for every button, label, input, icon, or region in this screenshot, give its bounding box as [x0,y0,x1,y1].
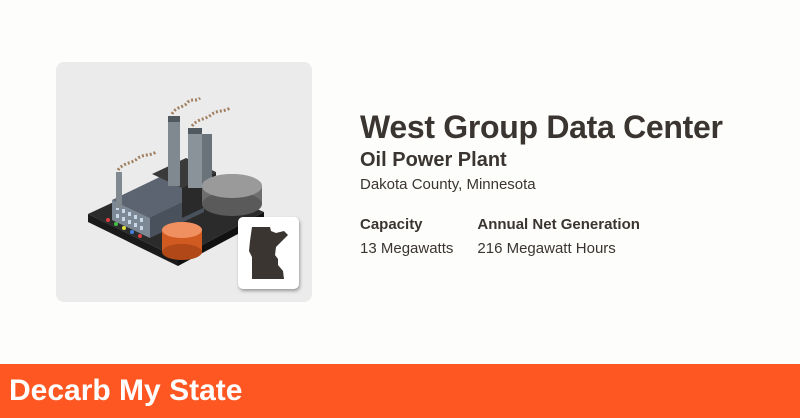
capacity-label: Capacity [360,216,423,233]
generation-value: 216 Megawatt Hours [477,240,616,257]
plant-image-card [56,62,312,302]
generation-label: Annual Net Generation [477,216,640,233]
minnesota-state-icon [249,227,288,279]
capacity-value: 13 Megawatts [360,240,454,257]
capacity-stat: Capacity 13 Megawatts [360,214,453,262]
generation-stat: Annual Net Generation 216 Megawatt Hours [477,214,640,262]
oil-power-plant-icon [88,96,264,266]
plant-type: Oil Power Plant [360,149,507,171]
brand-name: Decarb My State [9,374,243,407]
plant-info: West Group Data Center Oil Power Plant D… [360,108,780,262]
footer-bar: Decarb My State [0,364,800,418]
plant-location: Dakota County, Minnesota [360,176,536,193]
state-badge [238,217,299,289]
plant-stats: Capacity 13 Megawatts Annual Net Generat… [360,214,780,262]
plant-name: West Group Data Center [360,109,723,145]
